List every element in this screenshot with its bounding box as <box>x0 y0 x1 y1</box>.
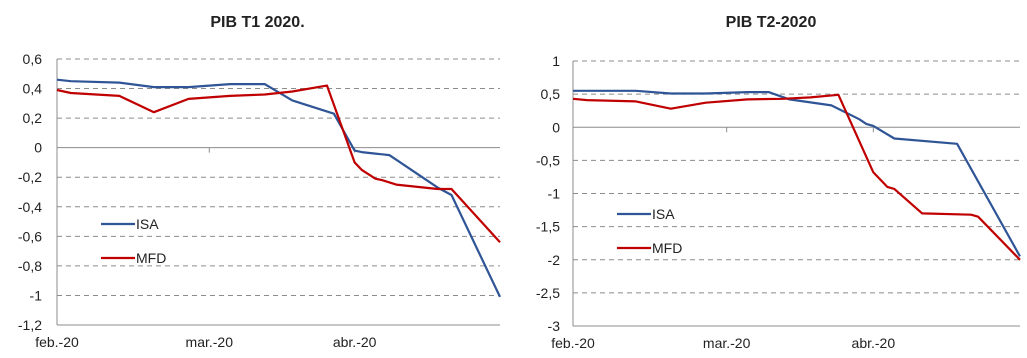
y-tick-label: 1 <box>552 53 560 69</box>
y-tick-label: 0 <box>34 140 42 156</box>
x-tick-label: abr.-20 <box>333 334 377 350</box>
y-tick-label: -1,5 <box>536 219 560 235</box>
series-line-mfd <box>572 93 1021 261</box>
x-tick-label: mar.-20 <box>186 334 234 350</box>
x-tick-label: feb.-20 <box>551 335 595 351</box>
y-tick-label: 0,5 <box>541 86 561 102</box>
x-tick-label: feb.-20 <box>35 334 79 350</box>
y-tick-label: 0,2 <box>23 110 43 126</box>
y-tick-label: -2,5 <box>536 285 560 301</box>
y-tick-label: -3 <box>548 318 561 334</box>
chart-panel-q2: PIB T2-2020 1 0,5 0 -0,5 -1 -1,5 -2 -2,5 -3 feb.-… <box>515 0 1027 358</box>
chart-title: PIB T1 2020. <box>210 14 305 31</box>
y-tick-label: -0,5 <box>536 152 560 168</box>
y-tick-label: -2 <box>548 252 561 268</box>
y-tick-label: 0,6 <box>23 51 43 67</box>
y-tick-label: -0,4 <box>18 199 42 215</box>
y-tick-label: -0,8 <box>18 258 42 274</box>
legend-label-isa: ISA <box>652 206 675 222</box>
chart-title: PIB T2-2020 <box>725 14 817 31</box>
y-tick-label: -1 <box>30 287 43 303</box>
legend-label-isa: ISA <box>136 216 159 232</box>
legend-label-mfd: MFD <box>136 250 166 266</box>
chart-panel-q1: PIB T1 2020. 0,6 0,4 0,2 0 -0,2 -0,4 -0,6 -0,8 -… <box>18 14 501 350</box>
y-tick-label: 0 <box>552 119 560 135</box>
series-line-isa <box>573 89 1021 257</box>
series-line-isa <box>56 78 501 298</box>
y-tick-label: -1 <box>548 186 561 202</box>
legend-label-mfd: MFD <box>652 240 682 256</box>
x-tick-label: abr.-20 <box>852 335 896 351</box>
y-tick-label: -0,2 <box>18 169 42 185</box>
y-tick-label: -1,2 <box>18 317 42 333</box>
y-tick-label: 0,4 <box>23 81 43 97</box>
y-tick-label: -0,6 <box>18 228 42 244</box>
x-tick-label: mar.-20 <box>703 335 751 351</box>
series-line-mfd <box>56 84 501 243</box>
